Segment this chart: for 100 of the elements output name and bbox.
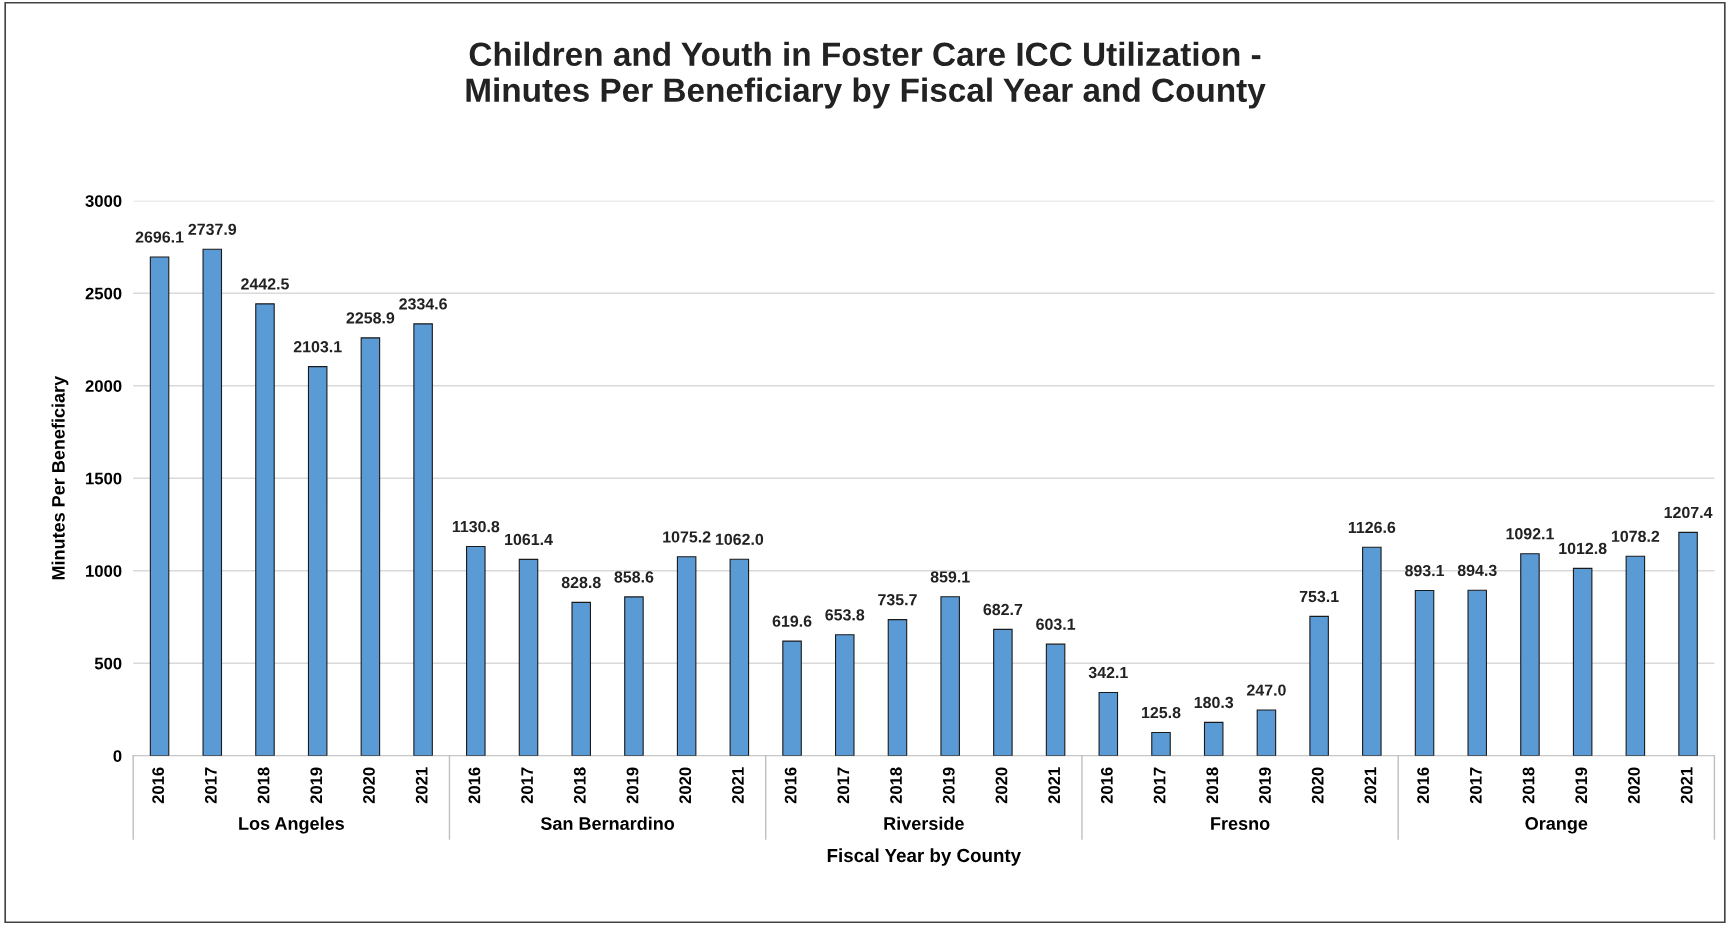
x-tick-label: 2017: [837, 767, 850, 804]
data-label: 247.0: [1246, 684, 1286, 696]
bar: [466, 545, 486, 756]
bar: [887, 619, 908, 756]
y-tick-label: 1000: [86, 565, 122, 577]
bar: [1256, 709, 1277, 756]
data-label: 1062.0: [715, 533, 764, 545]
data-label: 1078.2: [1611, 530, 1660, 542]
y-axis-title: Minutes Per Beneficiary: [51, 375, 69, 580]
x-tick-label: 2016: [784, 767, 797, 804]
x-tick-label: 2021: [1680, 767, 1693, 804]
bar: [1467, 589, 1488, 756]
data-label: 735.7: [878, 594, 917, 606]
bar: [1362, 546, 1382, 756]
data-label: 1075.2: [663, 531, 711, 543]
x-tick-label: 2017: [1153, 767, 1166, 804]
bar: [993, 628, 1013, 756]
data-label: 2103.1: [293, 341, 342, 353]
data-label: 753.1: [1299, 590, 1339, 603]
y-tick-label: 500: [94, 657, 122, 670]
x-tick-label: 2018: [890, 767, 902, 804]
data-label: 2737.9: [188, 223, 237, 235]
data-label: 2334.6: [399, 298, 447, 310]
x-tick-label: 2017: [521, 767, 533, 804]
x-tick-label: 2020: [995, 767, 1008, 804]
bar: [413, 323, 433, 756]
data-label: 1012.8: [1559, 542, 1607, 555]
y-tick-label: 2500: [85, 287, 122, 300]
bar: [571, 601, 592, 756]
bar: [834, 634, 855, 756]
x-tick-label: 2020: [679, 767, 692, 804]
x-tick-label: 2019: [310, 767, 323, 804]
x-tick-label: 2020: [363, 767, 375, 804]
data-label: 342.1: [1088, 666, 1128, 679]
bar: [1520, 553, 1540, 756]
data-label: 653.8: [825, 609, 865, 621]
data-label: 859.1: [930, 571, 970, 583]
data-label: 2696.1: [135, 231, 184, 243]
x-tick-label: 2016: [152, 767, 165, 804]
chart-title: Children and Youth in Foster Care ICC Utilization - Minutes Per Beneficiary by Fiscal Year and County: [466, 41, 1266, 109]
x-tick-label: 2019: [1575, 767, 1588, 804]
data-label: 2258.9: [346, 312, 395, 324]
bar: [360, 337, 381, 756]
x-tick-label: 2019: [942, 767, 955, 804]
x-tick-label: 2018: [573, 767, 586, 804]
data-label: 603.1: [1036, 618, 1076, 630]
data-label: 893.1: [1405, 564, 1445, 577]
text: Fresno: [1211, 817, 1270, 830]
x-tick-label: 2016: [1100, 767, 1113, 804]
bar: [940, 596, 960, 756]
data-label: 1207.4: [1664, 506, 1713, 519]
bar: [1203, 721, 1224, 756]
y-tick-label: 1500: [86, 472, 122, 485]
x-tick-label: 2020: [1311, 767, 1324, 804]
bar: [255, 303, 275, 756]
text: Orange: [1525, 817, 1588, 834]
y-tick-label: 3000: [85, 195, 122, 207]
x-tick-label: 2021: [732, 767, 744, 804]
data-label: 2442.5: [241, 278, 289, 290]
bar: [518, 558, 539, 756]
bar: [1678, 531, 1698, 756]
bar: [202, 248, 223, 756]
y-tick-label: 2000: [85, 380, 122, 392]
data-label: 682.7: [983, 603, 1023, 616]
bar: [729, 558, 750, 756]
x-tick-label: 2020: [1628, 767, 1640, 804]
data-label: 125.8: [1142, 706, 1181, 719]
bar: [1098, 691, 1119, 756]
bar: [1045, 643, 1066, 756]
bar: [1151, 731, 1171, 756]
bar: [676, 556, 697, 756]
data-label: 894.3: [1457, 564, 1497, 577]
data-label: 180.3: [1194, 696, 1234, 709]
bar: [1572, 567, 1593, 756]
bar: [1625, 555, 1646, 756]
data-label: 858.6: [614, 571, 654, 583]
x-tick-label: 2018: [1522, 767, 1535, 804]
x-tick-label: 2016: [468, 767, 481, 804]
x-tick-label: 2021: [1364, 767, 1377, 804]
x-tick-label: 2019: [1259, 767, 1271, 804]
x-tick-label: 2021: [1048, 767, 1061, 804]
x-tick-label: 2017: [1469, 767, 1482, 804]
x-tick-label: 2021: [415, 767, 428, 804]
x-tick-label: 2018: [257, 767, 270, 804]
x-tick-label: 2018: [1206, 767, 1219, 804]
bar: [782, 640, 802, 756]
bar: [1414, 589, 1435, 756]
bar: [624, 596, 644, 756]
data-label: 828.8: [561, 576, 601, 589]
text: Los Angeles: [239, 816, 344, 834]
data-label: 1092.1: [1506, 528, 1554, 540]
x-tick-label: 2017: [204, 767, 217, 804]
data-label: 1061.4: [505, 533, 553, 546]
data-label: 619.6: [772, 615, 812, 627]
bar: [307, 366, 328, 756]
bar: [149, 256, 170, 756]
data-label: 1130.8: [452, 520, 500, 533]
text: San Bernardino: [540, 816, 675, 830]
data-label: 1126.6: [1348, 521, 1396, 534]
text: Riverside: [884, 816, 964, 830]
